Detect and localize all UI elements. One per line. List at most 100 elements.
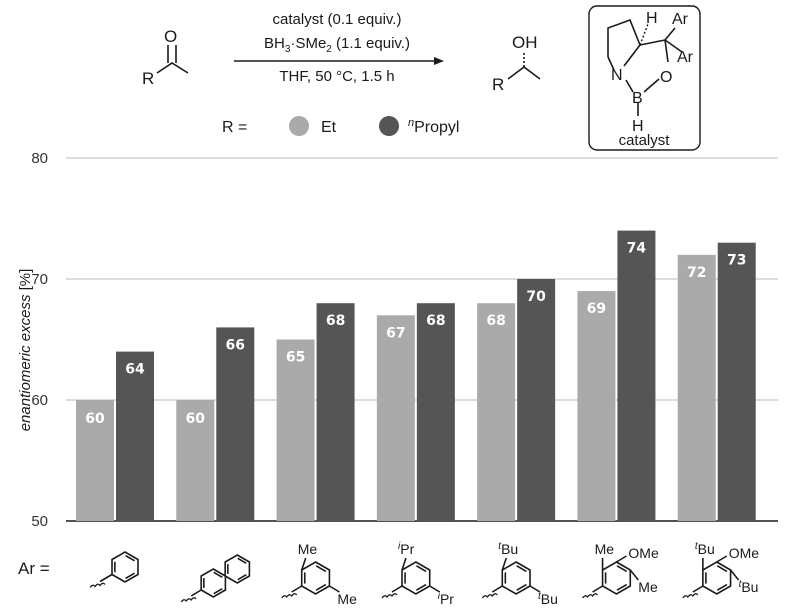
substituent-label: OMe: [628, 545, 659, 561]
bar-et: [76, 400, 114, 521]
substituent-label: tBu: [538, 591, 558, 607]
reaction-arrow: [234, 57, 444, 65]
data-label: 73: [727, 253, 746, 269]
benzene-ring: [111, 551, 139, 583]
catalyst-bh: H: [632, 118, 644, 135]
bar-et: [677, 254, 716, 522]
bar-propyl: [216, 327, 255, 521]
substituent-label: Me: [638, 579, 658, 595]
catalyst-h: H: [646, 10, 658, 27]
substituent-label: iPr: [438, 591, 455, 607]
bar-propyl: [617, 230, 656, 521]
attachment-squiggle: [89, 582, 106, 588]
y-tick-label: 50: [31, 513, 48, 530]
catalyst-n: N: [611, 67, 623, 84]
catalyst-label: catalyst: [619, 132, 671, 149]
ar-prefix: Ar =: [18, 559, 50, 578]
data-label: 60: [186, 411, 206, 427]
substituent-label: tBu: [695, 541, 715, 557]
y-tick-label: 60: [31, 392, 48, 409]
data-label: 69: [587, 301, 606, 317]
legend-swatch-propyl: [379, 116, 399, 136]
data-label: 66: [226, 337, 245, 353]
attachment-squiggle: [481, 593, 498, 599]
bar-et: [376, 315, 415, 521]
substituent-label: Me: [298, 541, 318, 557]
benzene-ring: [200, 568, 227, 598]
bar-propyl: [316, 303, 355, 521]
benzene-ring: [401, 561, 431, 595]
catalyst-structure: H Ar Ar N B O H catalyst: [588, 5, 701, 151]
substituent-label: Me: [337, 591, 357, 607]
data-labels: 60 64 60 66 65 68 67 68 68 70 69 74 72 73: [85, 241, 746, 427]
attachment-squiggle: [582, 593, 599, 599]
data-label: 65: [286, 350, 305, 366]
bar-propyl: [517, 279, 556, 521]
benzene-ring: [702, 561, 732, 595]
reactant-ketone: O R: [142, 27, 189, 88]
substituent-label: tBu: [739, 579, 759, 595]
conditions-catalyst: catalyst (0.1 equiv.): [273, 11, 402, 28]
product-r-group: R: [492, 75, 504, 94]
catalyst-o: O: [660, 69, 672, 86]
conditions-borane: BH3·SMe2 (1.1 equiv.): [264, 35, 410, 55]
catalyst-ar-2: Ar: [677, 49, 694, 66]
catalyst-ar-1: Ar: [672, 11, 689, 28]
conditions-solvent-temp: THF, 50 °C, 1.5 h: [279, 68, 394, 85]
bar-et: [276, 339, 315, 521]
substituent-label: Me: [595, 541, 615, 557]
legend-swatch-et: [289, 116, 309, 136]
legend-prefix: R =: [222, 119, 247, 136]
bar-propyl: [116, 351, 154, 521]
bar-propyl: [717, 242, 756, 521]
y-tick-label: 80: [31, 150, 48, 167]
data-label: 68: [426, 313, 445, 329]
legend: R = Et nPropyl: [222, 116, 459, 136]
data-label: 68: [486, 313, 505, 329]
legend-label-et: Et: [321, 119, 337, 136]
attachment-squiggle: [281, 593, 298, 599]
aryl-structure-5: tBu tBu: [481, 541, 558, 607]
aryl-structure-6: Me OMe Me: [582, 541, 659, 599]
bar-propyl: [416, 303, 455, 521]
benzene-ring: [601, 561, 632, 595]
data-label: 68: [326, 313, 345, 329]
y-axis-ticks: 50 60 70 80: [31, 150, 48, 530]
ketone-oxygen: O: [164, 27, 177, 46]
data-label: 74: [627, 241, 647, 257]
bar-et: [577, 291, 616, 521]
data-label: 72: [687, 265, 706, 281]
y-axis-label: enantiomeric excess [%]: [17, 269, 34, 432]
legend-label-propyl: nPropyl: [408, 117, 459, 136]
substituent-label: OMe: [729, 545, 760, 561]
data-label: 67: [386, 325, 405, 341]
reaction-scheme: O R catalyst (0.1 equiv.) BH3·SMe2 (1.1 …: [142, 5, 701, 151]
substituent-label: tBu: [498, 541, 518, 557]
attachment-squiggle: [682, 593, 699, 599]
bars: [76, 230, 756, 522]
bar-et: [477, 303, 516, 521]
benzene-ring: [224, 554, 251, 584]
bar-et: [176, 400, 215, 521]
y-tick-label: 70: [31, 271, 48, 288]
data-label: 60: [85, 411, 105, 427]
benzene-ring: [300, 561, 331, 595]
reactant-r-group: R: [142, 69, 154, 88]
product-alcohol: OH R: [492, 33, 541, 94]
aryl-structure-2: [180, 554, 251, 603]
data-label: 70: [526, 289, 546, 305]
attachment-squiggle: [180, 597, 197, 603]
product-oh: OH: [512, 33, 538, 52]
attachment-squiggle: [381, 593, 398, 599]
benzene-ring: [501, 561, 531, 595]
data-label: 64: [125, 362, 145, 378]
aryl-structure-3: Me Me: [281, 541, 357, 607]
aryl-structure-1: [89, 551, 139, 588]
aryl-structure-4: iPr iPr: [381, 541, 455, 607]
catalyst-b: B: [632, 90, 643, 107]
substituent-label: iPr: [398, 541, 415, 557]
